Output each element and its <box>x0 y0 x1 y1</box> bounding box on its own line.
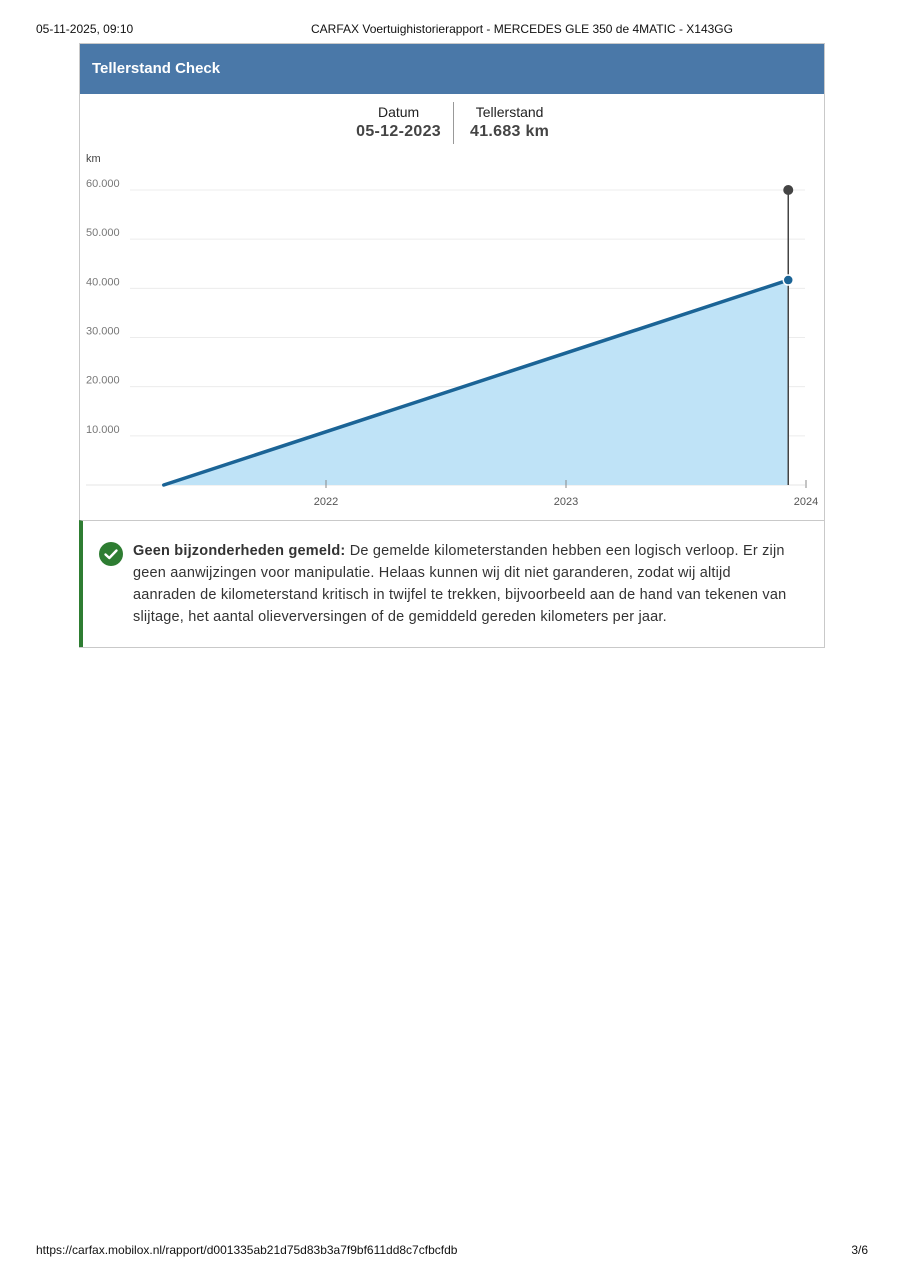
y-tick-label: 30.000 <box>86 326 120 338</box>
y-axis-unit: km <box>86 154 101 165</box>
odometer-chart-svg[interactable]: km 10.000 20.000 30.000 40.000 50.000 60.000 20… <box>80 154 824 520</box>
readout-odometer: Tellerstand 41.683 km <box>470 104 549 141</box>
readout-date: Datum 05-12-2023 <box>356 104 441 141</box>
series-line <box>161 278 791 487</box>
readout-date-value: 05-12-2023 <box>356 123 441 140</box>
x-tick-label: 2023 <box>554 496 578 508</box>
y-tick-label: 10.000 <box>86 424 120 436</box>
y-tick-label: 60.000 <box>86 178 120 190</box>
print-header: 05-11-2025, 09:10 CARFAX Voertuighistori… <box>36 22 868 38</box>
cursor-top-dot <box>783 185 794 195</box>
card-title: Tellerstand Check <box>80 44 824 94</box>
y-tick-label: 20.000 <box>86 375 120 387</box>
x-tick-label: 2024 <box>794 496 818 508</box>
chart-readout: Datum 05-12-2023 Tellerstand 41.683 km <box>80 94 824 154</box>
readout-divider <box>453 102 454 144</box>
y-tick-label: 50.000 <box>86 227 120 239</box>
print-date: 05-11-2025, 09:10 <box>36 22 134 36</box>
print-title: CARFAX Voertuighistorierapport - MERCEDE… <box>311 22 733 36</box>
page-number: 3/6 <box>851 1243 868 1257</box>
print-url: https://carfax.mobilox.nl/rapport/d00133… <box>36 1243 458 1257</box>
notice-bold: Geen bijzonderheden gemeld: <box>133 543 346 559</box>
readout-odometer-label: Tellerstand <box>475 104 544 120</box>
odometer-check-card: Tellerstand Check Datum 05-12-2023 Telle… <box>79 43 825 648</box>
cursor-point <box>782 274 795 286</box>
odometer-chart[interactable]: km 10.000 20.000 30.000 40.000 50.000 60.000 20… <box>80 154 824 520</box>
notice-body: De gemelde kilometerstanden hebben een l… <box>133 543 787 625</box>
y-tick-label: 40.000 <box>86 276 120 288</box>
readout-date-label: Datum <box>377 104 420 120</box>
notice-box: Geen bijzonderheden gemeld: De gemelde k… <box>79 520 824 647</box>
readout-odometer-value: 41.683 km <box>470 123 550 140</box>
notice-text: Geen bijzonderheden gemeld: De gemelde k… <box>133 543 786 625</box>
x-tick-label: 2022 <box>314 496 338 508</box>
check-circle-icon <box>99 542 123 566</box>
